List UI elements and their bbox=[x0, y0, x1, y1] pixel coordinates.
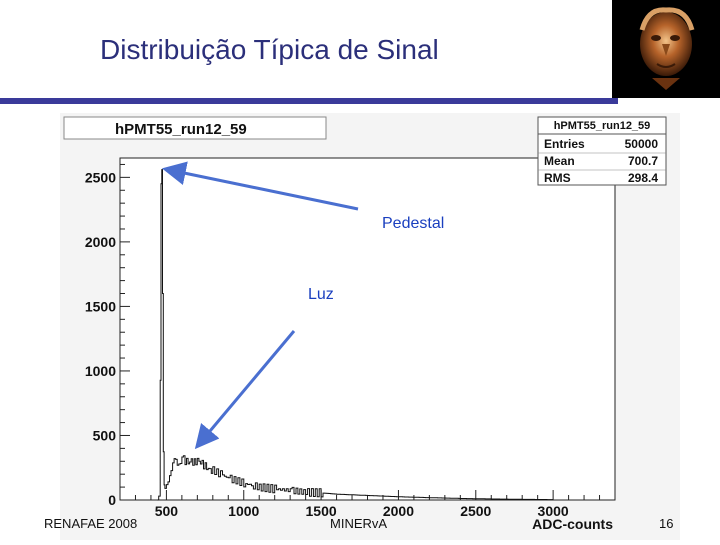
stats-value: 700.7 bbox=[628, 154, 658, 168]
annotation-arrow bbox=[194, 330, 296, 450]
x-axis: 500 1000 1500 2000 2500 3000 bbox=[134, 490, 601, 519]
y-tick-label: 1000 bbox=[85, 363, 116, 379]
bronze-head-sculpture-icon bbox=[612, 0, 720, 98]
histogram-title-box bbox=[63, 116, 327, 140]
stats-box-title: hPMT55_run12_59 bbox=[554, 120, 651, 132]
x-tick-label: 1500 bbox=[306, 503, 337, 519]
stats-label: Entries bbox=[544, 137, 585, 151]
x-tick-label: 1000 bbox=[228, 503, 259, 519]
stats-label: RMS bbox=[544, 171, 571, 185]
y-tick-label: 2000 bbox=[85, 234, 116, 250]
footer-experiment: MINERvA bbox=[330, 516, 388, 531]
y-axis: 0 500 1000 1500 2000 2500 bbox=[85, 163, 130, 508]
slide-title: Distribuição Típica de Sinal bbox=[100, 34, 439, 65]
annotation-arrow bbox=[161, 161, 359, 211]
histogram-series-line bbox=[157, 169, 554, 501]
x-tick-label: 3000 bbox=[538, 503, 569, 519]
stats-label: Mean bbox=[544, 154, 575, 168]
annotation-label: Luz bbox=[308, 286, 334, 303]
histogram-plot: hPMT55_run12_59 0 500 1000 1500 2000 2500 500… bbox=[60, 113, 680, 540]
y-tick-label: 2500 bbox=[85, 169, 116, 185]
x-tick-label: 500 bbox=[155, 503, 179, 519]
annotations: Pedestal Luz bbox=[161, 161, 444, 450]
footer-conference: RENAFAE 2008 bbox=[44, 516, 138, 531]
page-number: 16 bbox=[659, 516, 674, 531]
stats-value: 298.4 bbox=[628, 171, 658, 185]
stats-value: 50000 bbox=[625, 137, 659, 151]
y-tick-label: 1500 bbox=[85, 298, 116, 314]
y-tick-label: 0 bbox=[108, 492, 116, 508]
title-rule bbox=[0, 98, 618, 104]
y-tick-label: 500 bbox=[93, 427, 117, 443]
x-tick-label: 2500 bbox=[460, 503, 491, 519]
plot-area bbox=[119, 157, 616, 501]
annotation-label: Pedestal bbox=[382, 215, 444, 232]
x-tick-label: 2000 bbox=[383, 503, 414, 519]
histogram-title: hPMT55_run12_59 bbox=[115, 121, 247, 138]
histogram-svg: hPMT55_run12_59 0 500 1000 1500 2000 2500 500… bbox=[60, 113, 680, 540]
x-axis-label: ADC-counts bbox=[532, 516, 613, 532]
stats-box: hPMT55_run12_59 Entries 50000 Mean 700.7 RMS… bbox=[537, 116, 667, 186]
